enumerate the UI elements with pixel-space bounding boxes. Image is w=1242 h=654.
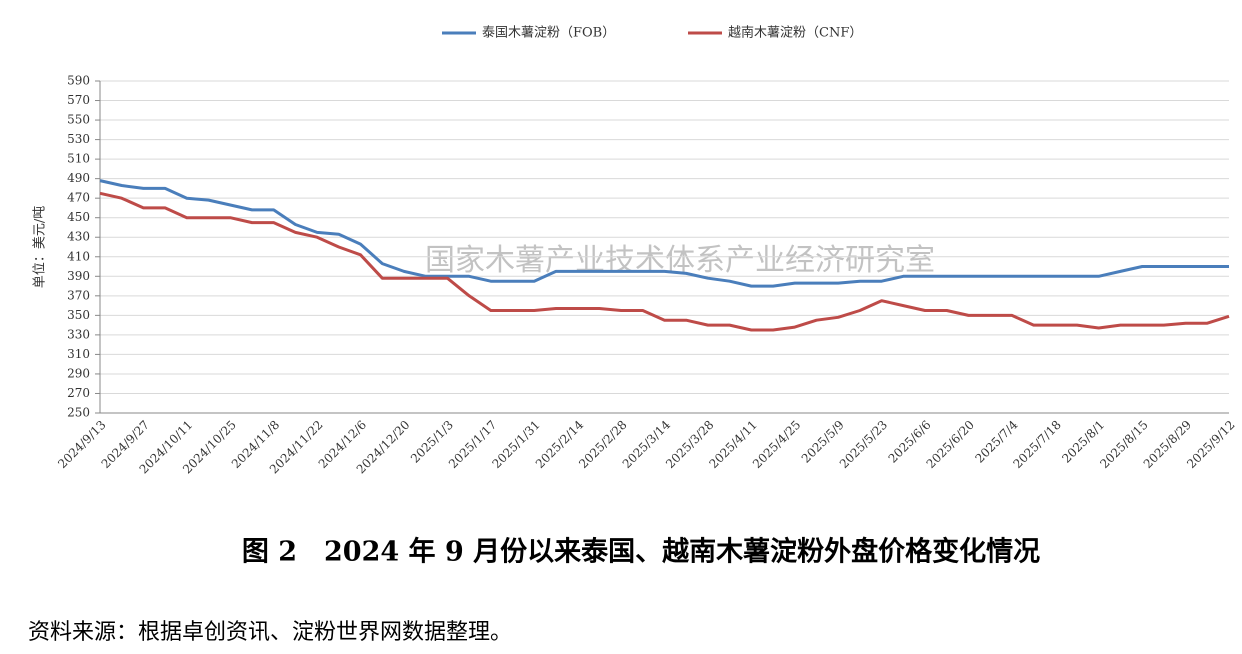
caption: 图 2 2024 年 9 月份以来泰国、越南木薯淀粉外盘价格变化情况 [242, 536, 1040, 568]
y-tick-label: 250 [67, 406, 90, 420]
y-tick-label: 450 [67, 210, 90, 224]
y-tick-label: 550 [67, 113, 90, 127]
y-tick-label: 310 [67, 347, 90, 361]
y-tick-label: 470 [67, 191, 90, 205]
series-line [99, 179, 1229, 288]
y-tick-label: 490 [67, 171, 90, 185]
source-note: 资料来源：根据卓创资讯、淀粉世界网数据整理。 [28, 620, 512, 645]
y-tick-label: 430 [67, 230, 90, 244]
y-tick-label: 350 [67, 308, 90, 322]
legend-label: 越南木薯淀粉（CNF） [728, 25, 862, 41]
y-tick-label: 390 [67, 269, 90, 283]
y-tick-label: 370 [67, 288, 90, 302]
series-line [99, 191, 1230, 332]
y-axis-label: 单位：美元/吨 [33, 206, 48, 288]
y-tick-label: 570 [67, 93, 90, 107]
y-tick-label: 530 [67, 132, 90, 146]
legend-label: 泰国木薯淀粉（FOB） [482, 26, 615, 41]
y-tick-label: 290 [67, 366, 90, 380]
y-tick-label: 590 [67, 74, 90, 88]
y-tick-label: 510 [67, 152, 90, 166]
y-tick-label: 410 [67, 249, 90, 263]
y-tick-label: 330 [67, 327, 90, 341]
y-tick-label: 270 [67, 386, 90, 400]
